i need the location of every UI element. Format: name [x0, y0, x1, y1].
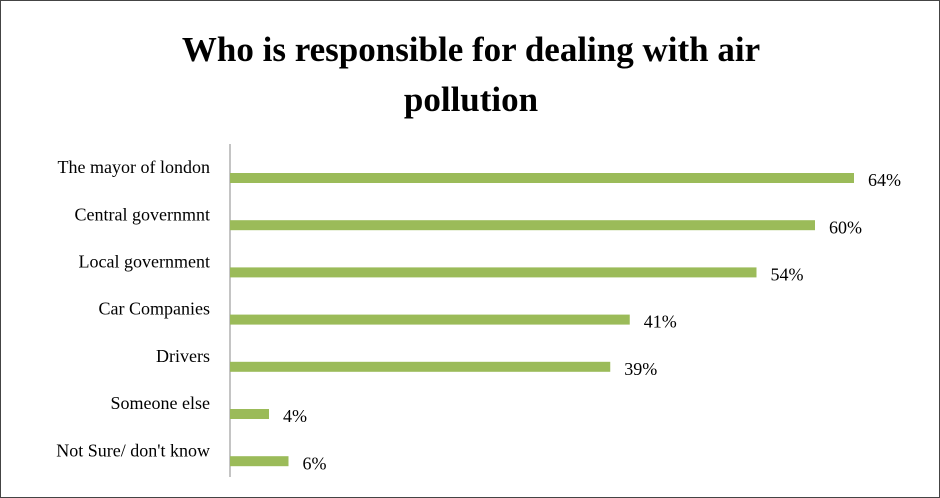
category-label: The mayor of london	[58, 157, 210, 177]
bar	[230, 314, 630, 325]
bar	[230, 456, 289, 467]
category-label: Car Companies	[99, 299, 210, 319]
bar	[230, 267, 757, 278]
chart-title: Who is responsible for dealing with air …	[181, 30, 761, 119]
value-label: 54%	[771, 265, 804, 285]
value-label: 60%	[829, 217, 862, 237]
category-label: Drivers	[156, 346, 210, 366]
category-label: Not Sure/ don't know	[56, 440, 210, 460]
value-label: 39%	[624, 359, 657, 379]
value-label: 41%	[644, 312, 677, 332]
category-label: Local government	[79, 252, 210, 272]
category-label: Someone else	[111, 393, 210, 413]
bar	[230, 409, 269, 419]
bar	[230, 220, 815, 231]
category-label: Central governmnt	[75, 204, 210, 224]
value-label: 64%	[868, 170, 901, 190]
value-label: 4%	[283, 406, 307, 426]
bar	[230, 173, 854, 183]
bar	[230, 361, 611, 372]
value-label: 6%	[303, 453, 327, 473]
